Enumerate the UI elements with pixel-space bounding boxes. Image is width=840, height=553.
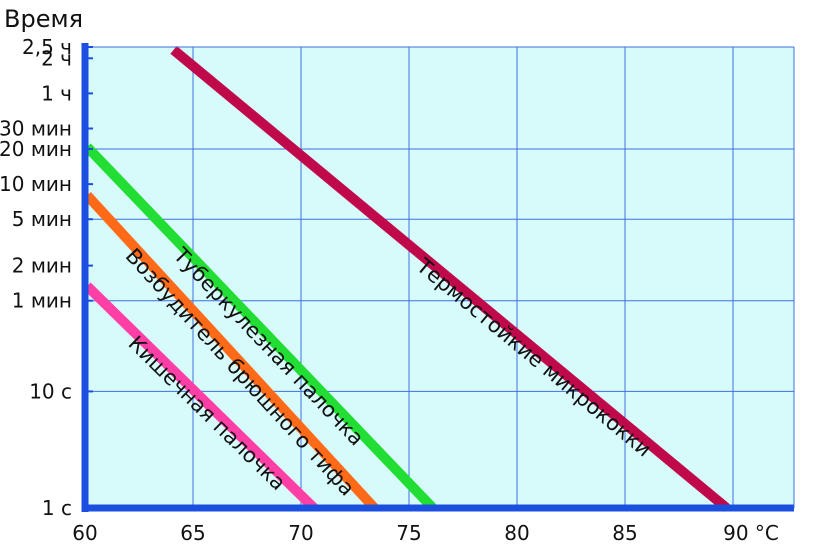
- y-tick-label: 30 мин: [0, 116, 72, 140]
- y-tick-label: 2 ч: [41, 46, 72, 70]
- axes: [81, 43, 795, 512]
- y-tick-label: 10 с: [29, 379, 72, 403]
- series-line: [170, 46, 730, 512]
- y-tick-label: 1 мин: [12, 289, 72, 313]
- y-tick-label: 1 с: [42, 496, 72, 520]
- plot-background: [85, 47, 794, 508]
- x-tick-labels: 60 65 70 75 80 85 90 °C: [72, 521, 779, 545]
- series-line: [83, 143, 437, 512]
- y-tick-label: 2 мин: [12, 254, 72, 278]
- y-tick-label: 1 ч: [41, 81, 72, 105]
- series-line: [83, 282, 318, 512]
- x-tick-label: 70: [288, 521, 313, 545]
- y-axis-title: Время: [4, 5, 83, 33]
- y-tick-label: 2,5 ч: [22, 35, 72, 59]
- y-tick-label: 5 мин: [12, 207, 72, 231]
- y-tick-label: 10 мин: [0, 172, 72, 196]
- grid: [85, 47, 794, 508]
- x-tick-label: 60: [72, 521, 97, 545]
- x-tick-label: 85: [612, 521, 637, 545]
- series-lines: [83, 46, 730, 512]
- x-tick-label: 90 °C: [723, 521, 779, 545]
- x-tick-label: 80: [504, 521, 529, 545]
- y-tick-label: 20 мин: [0, 137, 72, 161]
- series-line: [83, 192, 379, 512]
- x-tick-label: 75: [396, 521, 421, 545]
- x-tick-label: 65: [180, 521, 205, 545]
